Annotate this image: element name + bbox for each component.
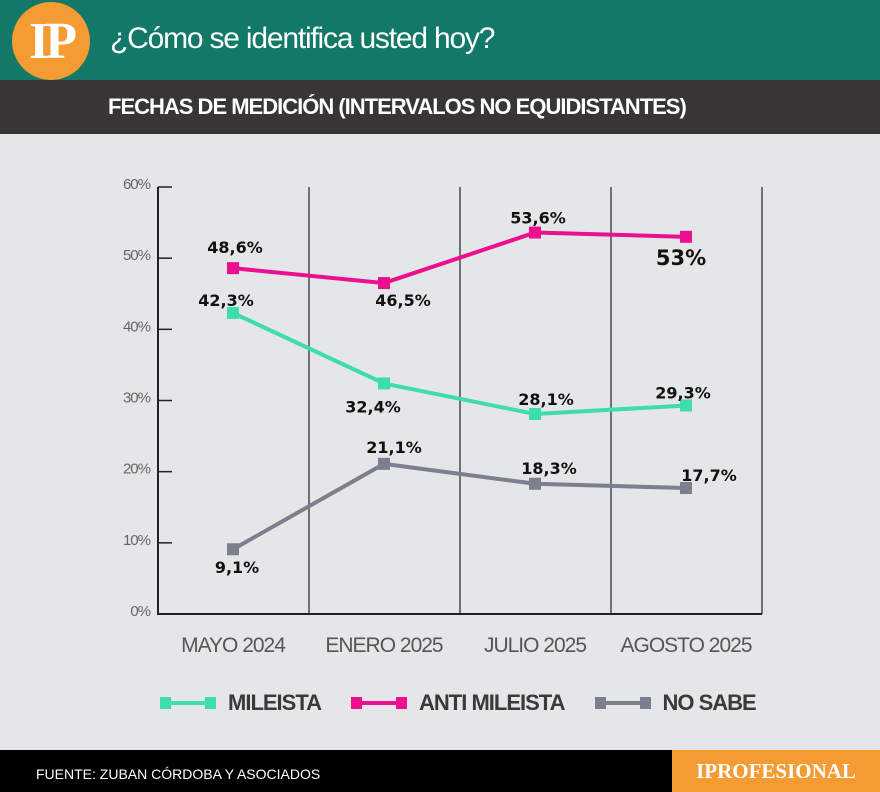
x-tick-label: MAYO 2024 bbox=[181, 634, 286, 657]
data-point bbox=[227, 262, 239, 275]
data-point bbox=[378, 277, 390, 290]
series-line bbox=[232, 230, 687, 286]
data-point bbox=[529, 477, 541, 490]
data-label: 9,1% bbox=[215, 558, 259, 577]
y-tick-label: 0% bbox=[130, 603, 150, 620]
legend-item-mileista: MILEISTA bbox=[160, 690, 322, 716]
legend-swatch bbox=[594, 697, 651, 709]
legend-swatch bbox=[351, 697, 408, 709]
data-label: 42,3% bbox=[198, 291, 254, 310]
legend-label: NO SABE bbox=[662, 690, 757, 715]
legend-item-no-sabe: NO SABE bbox=[594, 690, 757, 716]
y-tick-label: 10% bbox=[123, 532, 151, 549]
data-point bbox=[529, 408, 541, 421]
data-point bbox=[680, 399, 692, 412]
y-tick-label: 20% bbox=[123, 461, 151, 478]
source-note: FUENTE: ZUBAN CÓRDOBA Y ASOCIADOS bbox=[36, 766, 321, 782]
y-tick-label: 40% bbox=[123, 318, 151, 335]
legend-item-anti-mileista: ANTI MILEISTA bbox=[351, 690, 566, 716]
data-label: 53,6% bbox=[510, 209, 566, 228]
data-label: 46,5% bbox=[375, 291, 431, 310]
data-label: 53% bbox=[656, 246, 706, 270]
x-tick-label: AGOSTO 2025 bbox=[620, 634, 751, 657]
legend-label: MILEISTA bbox=[228, 690, 322, 715]
y-tick-label: 30% bbox=[123, 390, 151, 407]
data-label: 17,7% bbox=[681, 466, 737, 485]
legend-swatch bbox=[160, 697, 216, 709]
series-line bbox=[232, 461, 687, 551]
x-tick-label: ENERO 2025 bbox=[325, 634, 443, 657]
data-label: 18,3% bbox=[521, 459, 577, 478]
data-label: 48,6% bbox=[207, 238, 263, 257]
y-tick-label: 60% bbox=[123, 176, 151, 193]
data-label: 21,1% bbox=[366, 438, 422, 457]
x-tick-label: JULIO 2025 bbox=[484, 634, 586, 657]
subtitle-bar bbox=[0, 80, 880, 134]
data-point bbox=[227, 543, 239, 556]
brand-logo: IPROFESIONAL bbox=[672, 750, 880, 792]
data-label: 28,1% bbox=[518, 390, 574, 409]
line-chart: 0% 10% 20% 30% 40% 50% 60% MAYO 2024 ENERO 2025 J… bbox=[123, 176, 763, 657]
page-title: ¿Cómo se identifica usted hoy? bbox=[110, 22, 495, 55]
data-point bbox=[680, 230, 692, 243]
legend-label: ANTI MILEISTA bbox=[419, 690, 565, 715]
data-label: 29,3% bbox=[655, 383, 711, 402]
data-point bbox=[529, 226, 541, 239]
data-point bbox=[378, 377, 390, 390]
y-tick-label: 50% bbox=[123, 247, 151, 264]
data-point bbox=[378, 457, 390, 470]
ip-logo: IP bbox=[12, 2, 90, 80]
data-label: 32,4% bbox=[345, 397, 401, 416]
header-bar bbox=[0, 0, 880, 80]
data-point bbox=[227, 306, 239, 319]
legend: MILEISTA ANTI MILEISTA NO SABE bbox=[160, 690, 757, 716]
series-line bbox=[232, 311, 687, 417]
chart-subtitle: FECHAS DE MEDICIÓN (INTERVALOS NO EQUIDI… bbox=[108, 94, 687, 119]
data-point bbox=[680, 482, 692, 495]
